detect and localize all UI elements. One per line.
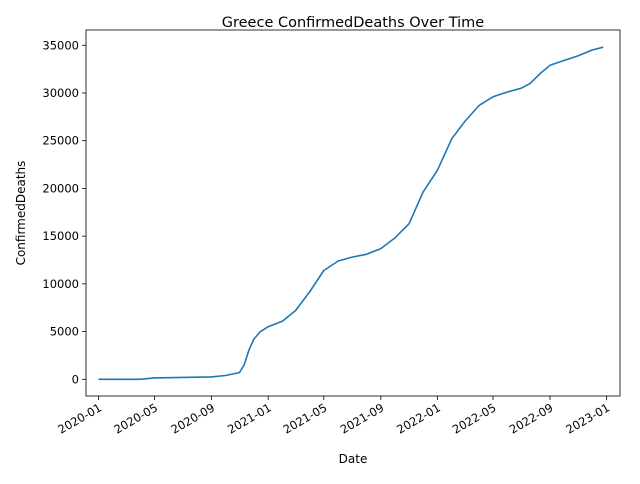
x-tick-label-2: 2020-09 bbox=[168, 400, 217, 436]
x-tick-label-0: 2020-01 bbox=[55, 400, 104, 436]
x-tick-label-8: 2022-09 bbox=[507, 400, 556, 436]
x-tick-label-5: 2021-09 bbox=[338, 400, 387, 436]
x-tick-label-6: 2022-01 bbox=[394, 400, 443, 436]
plot-area bbox=[98, 46, 604, 381]
x-tick-label-1: 2020-05 bbox=[111, 400, 160, 436]
y-tick-label-0: 0 bbox=[72, 372, 79, 386]
x-tick-label-3: 2021-01 bbox=[225, 400, 274, 436]
y-axis: 0 5000 10000 15000 20000 25000 30000 35000 bbox=[42, 38, 86, 386]
x-tick-label-4: 2021-05 bbox=[281, 400, 330, 436]
y-tick-label-4: 20000 bbox=[42, 181, 79, 195]
plot-frame bbox=[85, 29, 621, 397]
x-axis-label: Date bbox=[339, 452, 368, 466]
y-axis-label: ConfirmedDeaths bbox=[14, 161, 28, 266]
y-tick-label-2: 10000 bbox=[42, 277, 79, 291]
x-tick-label-9: 2023-01 bbox=[563, 400, 612, 436]
y-tick-label-7: 35000 bbox=[42, 38, 79, 52]
y-tick-label-5: 25000 bbox=[42, 134, 79, 148]
series-line-0 bbox=[98, 46, 604, 381]
y-tick-label-1: 5000 bbox=[50, 325, 79, 339]
x-tick-label-7: 2022-05 bbox=[450, 400, 499, 436]
x-axis: 2020-01 2020-05 2020-09 2021-01 2021-05 2021-… bbox=[55, 396, 612, 437]
y-tick-label-6: 30000 bbox=[42, 86, 79, 100]
chart-title: Greece ConfirmedDeaths Over Time bbox=[222, 15, 485, 31]
y-tick-label-3: 15000 bbox=[42, 229, 79, 243]
